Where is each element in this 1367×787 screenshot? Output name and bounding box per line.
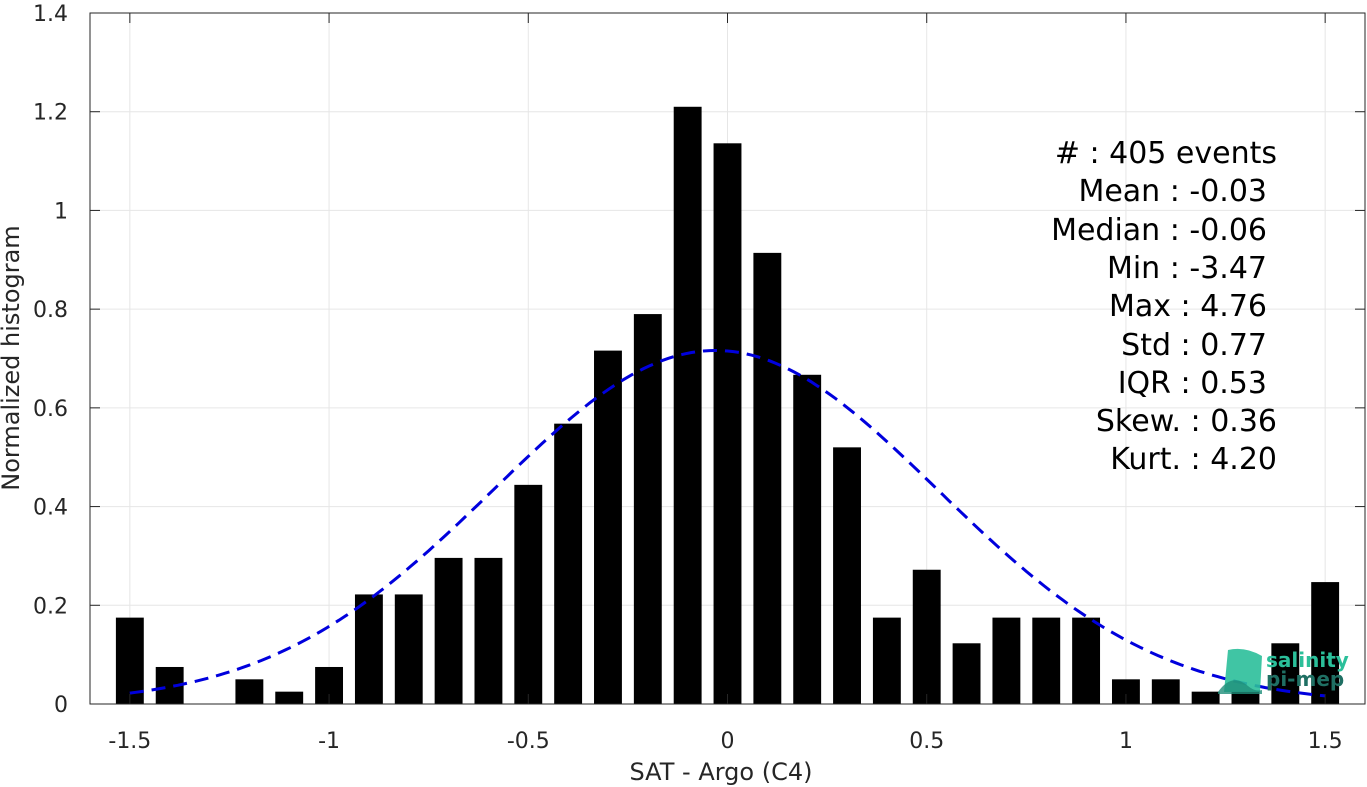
gaussian-fit-curve <box>129 348 1326 698</box>
y-tick-label-1: 0.2 <box>33 594 68 619</box>
axes <box>89 12 1366 705</box>
histogram-bar-16 <box>753 252 782 704</box>
stat-events: # : 405 events <box>1055 136 1277 171</box>
y-tick-label-3: 0.6 <box>33 397 68 422</box>
histogram-bar-4 <box>275 691 304 704</box>
histogram-bar-19 <box>872 617 901 704</box>
stat-mean: Mean : -0.03 <box>1078 174 1267 209</box>
histogram-bar-9 <box>474 557 503 704</box>
histogram-bar-28 <box>1231 691 1260 704</box>
histogram-bar-0 <box>115 617 144 704</box>
logo-wave-icon <box>1218 648 1262 694</box>
y-tick-label-4: 0.8 <box>33 298 68 323</box>
histogram-bar-10 <box>514 484 543 704</box>
x-tick-labels: -1.5 -1 -0.5 0 0.5 1 1.5 <box>108 729 1342 754</box>
histogram-bar-3 <box>235 679 264 704</box>
histogram-bar-13 <box>633 314 662 704</box>
x-tick-label-3: 0 <box>721 729 735 754</box>
histogram-bar-12 <box>594 350 622 704</box>
histogram-bar-17 <box>793 374 822 704</box>
logo-text-pimep: pi-mep <box>1266 667 1344 691</box>
y-axis-label: Normalized histogram <box>0 225 25 490</box>
y-tick-label-6: 1.2 <box>33 101 68 126</box>
histogram-bar-14 <box>673 106 702 705</box>
histogram-bar-20 <box>912 569 941 704</box>
stat-max: Max : 4.76 <box>1109 289 1267 324</box>
y-tick-label-2: 0.4 <box>33 496 68 521</box>
stat-min: Min : -3.47 <box>1107 251 1267 286</box>
histogram-bar-21 <box>952 643 981 704</box>
y-tick-label-5: 1 <box>54 199 68 224</box>
x-tick-label-0: -1.5 <box>108 729 151 754</box>
histogram-bar-29 <box>1271 643 1300 704</box>
histogram-bar-6 <box>354 594 383 704</box>
stat-skew: Skew. : 0.36 <box>1096 404 1277 439</box>
stat-std: Std : 0.77 <box>1121 328 1267 363</box>
x-tick-label-2: -0.5 <box>507 729 550 754</box>
stat-kurt: Kurt. : 4.20 <box>1110 442 1277 477</box>
x-tick-label-4: 0.5 <box>909 729 944 754</box>
stat-median: Median : -0.06 <box>1051 213 1267 248</box>
statistics-box: # : 405 events Mean : -0.03 Median : -0.… <box>1051 136 1277 477</box>
logo-text-salinity: salinity <box>1266 648 1349 672</box>
y-tick-label-7: 1.4 <box>33 2 68 27</box>
x-tick-label-6: 1.5 <box>1308 729 1343 754</box>
x-tick-label-1: -1 <box>318 729 340 754</box>
histogram-bar-24 <box>1072 617 1101 704</box>
salinity-pimep-logo: salinity pi-mep <box>1218 648 1349 694</box>
histogram-bar-18 <box>833 447 861 704</box>
x-axis-label: SAT - Argo (C4) <box>630 758 813 786</box>
histogram-bar-22 <box>992 617 1021 704</box>
histogram-bar-30 <box>1311 582 1340 704</box>
histogram-bar-15 <box>713 143 742 704</box>
x-tick-label-5: 1 <box>1119 729 1133 754</box>
y-tick-labels: 0 0.2 0.4 0.6 0.8 1 1.2 1.4 <box>33 2 68 718</box>
histogram-bar-26 <box>1151 679 1180 704</box>
histogram-bar-23 <box>1032 617 1061 704</box>
histogram-bar-27 <box>1191 691 1220 704</box>
histogram-bar-7 <box>394 594 423 704</box>
y-tick-label-0: 0 <box>54 693 68 718</box>
histogram-bar-8 <box>434 557 463 704</box>
histogram-bar-11 <box>554 423 583 704</box>
stat-iqr: IQR : 0.53 <box>1118 366 1267 401</box>
histogram-bars <box>115 106 1340 705</box>
